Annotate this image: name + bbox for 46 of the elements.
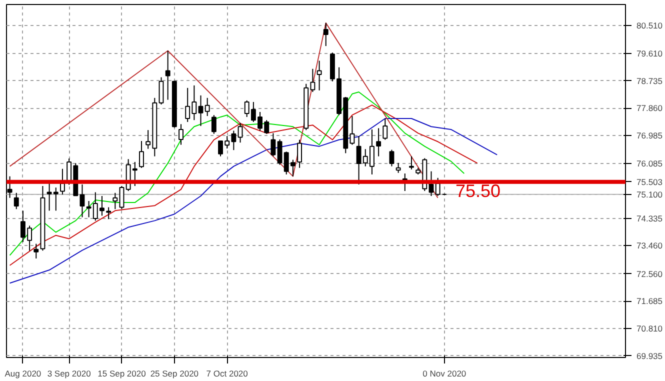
y-tick-label: 74.335 — [636, 213, 663, 224]
candlestick — [409, 156, 414, 170]
y-tick-label: 71.685 — [636, 296, 663, 306]
x-tick-label: 7 Oct 2020 — [206, 368, 248, 378]
ref-line-label: 75.50 — [455, 180, 501, 201]
candlestick — [396, 162, 401, 174]
candlestick — [389, 149, 394, 167]
candlestick — [198, 94, 204, 127]
y-tick-label: 72.560 — [636, 268, 663, 279]
y-tick-label: 70.810 — [636, 323, 663, 334]
candlestick — [270, 132, 276, 157]
y-tick-label: 75.100 — [636, 189, 663, 200]
y-tick-label: 76.985 — [636, 130, 663, 141]
y-tick-label: 77.860 — [636, 103, 663, 114]
x-tick-label: 3 Sep 2020 — [47, 368, 92, 378]
y-tick-label: 76.085 — [636, 158, 663, 169]
line-series — [9, 22, 438, 198]
candlestick — [211, 114, 216, 134]
candlestick — [80, 184, 85, 218]
candlestick — [238, 122, 243, 144]
y-tick-label: 75.503 — [636, 176, 663, 187]
x-tick-label: 15 Sep 2020 — [98, 368, 146, 378]
y-tick-label: 73.460 — [636, 240, 663, 251]
x-tick-label: Aug 2020 — [4, 368, 42, 378]
candlestick — [178, 124, 184, 146]
candlestick — [34, 243, 39, 259]
candlestick — [139, 140, 144, 168]
candlestick — [158, 76, 164, 105]
candlestick — [112, 192, 118, 210]
y-tick-label: 80.510 — [636, 20, 663, 30]
line-series — [9, 118, 498, 284]
candlestick — [382, 118, 388, 140]
candlestick — [316, 60, 322, 91]
candlestick — [14, 192, 19, 210]
y-tick-label: 78.735 — [636, 76, 663, 86]
candlestick — [323, 22, 328, 47]
candlestick — [428, 170, 434, 196]
candlestick — [297, 139, 302, 168]
y-tick-label: 79.610 — [636, 48, 663, 59]
candlestick — [165, 50, 170, 100]
candlestick — [204, 97, 210, 117]
candlestick — [376, 128, 382, 157]
x-tick-label: 25 Sep 2020 — [150, 368, 199, 378]
x-tick-label: 0 Nov 2020 — [422, 368, 466, 378]
y-tick-label: 69.935 — [636, 350, 663, 361]
candlestick — [119, 186, 124, 210]
